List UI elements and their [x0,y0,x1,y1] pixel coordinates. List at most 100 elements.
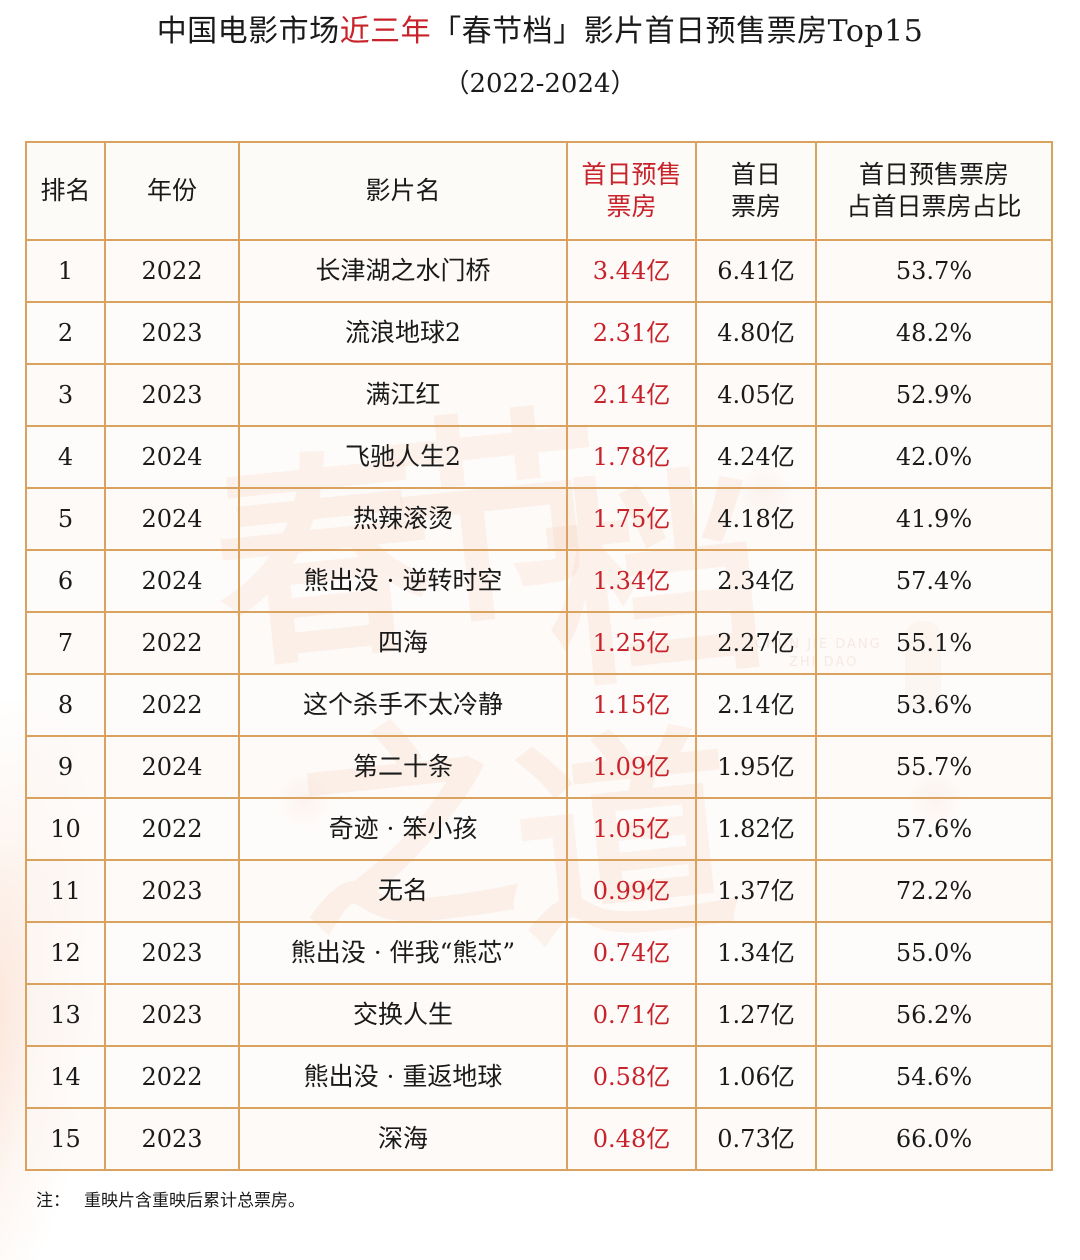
table-row: 4 2024 飞驰人生2 1.78亿 4.24亿 42.0% [25,425,1053,489]
cell-year: 2024 [104,549,240,613]
cell-presale: 1.25亿 [566,611,697,675]
header-presale-line1: 首日预售 [581,160,682,189]
header-first-day-line1: 首日 [730,160,781,189]
cell-ratio: 57.4% [815,549,1053,613]
cell-film: 飞驰人生2 [238,425,568,489]
cell-year: 2022 [104,797,240,861]
cell-year: 2024 [104,735,240,799]
cell-rank: 7 [25,611,106,675]
cell-film: 四海 [238,611,568,675]
cell-ratio: 55.1% [815,611,1053,675]
cell-year: 2023 [104,1107,240,1171]
cell-first-day: 1.34亿 [695,921,817,985]
cell-year: 2023 [104,301,240,365]
cell-film: 长津湖之水门桥 [238,239,568,303]
table-row: 5 2024 热辣滚烫 1.75亿 4.18亿 41.9% [25,487,1053,551]
cell-year: 2023 [104,983,240,1047]
title-prefix: 中国电影市场 [156,14,340,49]
cell-film: 这个杀手不太冷静 [238,673,568,737]
footnote-text: 重映片含重映后累计总票房。 [84,1191,305,1211]
cell-presale: 1.78亿 [566,425,697,489]
cell-first-day: 2.27亿 [695,611,817,675]
cell-ratio: 48.2% [815,301,1053,365]
cell-presale: 0.74亿 [566,921,697,985]
ranking-table: 排名 年份 影片名 首日预售 票房 首日 票房 首日预售票房 占首日票房占比 [25,141,1053,1171]
cell-ratio: 72.2% [815,859,1053,923]
cell-year: 2022 [104,611,240,675]
table-row: 6 2024 熊出没 · 逆转时空 1.34亿 2.34亿 57.4% [25,549,1053,613]
table-header-row: 排名 年份 影片名 首日预售 票房 首日 票房 首日预售票房 占首日票房占比 [25,141,1053,241]
cell-first-day: 1.37亿 [695,859,817,923]
table-row: 1 2022 长津湖之水门桥 3.44亿 6.41亿 53.7% [25,239,1053,303]
cell-ratio: 55.7% [815,735,1053,799]
cell-rank: 4 [25,425,106,489]
cell-ratio: 52.9% [815,363,1053,427]
cell-film: 第二十条 [238,735,568,799]
cell-ratio: 54.6% [815,1045,1053,1109]
cell-ratio: 53.7% [815,239,1053,303]
cell-rank: 14 [25,1045,106,1109]
cell-presale: 1.05亿 [566,797,697,861]
cell-presale: 1.75亿 [566,487,697,551]
cell-year: 2023 [104,363,240,427]
table-row: 8 2022 这个杀手不太冷静 1.15亿 2.14亿 53.6% [25,673,1053,737]
cell-rank: 5 [25,487,106,551]
ranking-table-container: 春 节 档 之 道 CHUN JIE DANG ZHI DAO 排名 年份 影片… [25,141,1053,1175]
cell-film: 热辣滚烫 [238,487,568,551]
page-subtitle: （2022-2024） [443,69,637,99]
cell-presale: 0.99亿 [566,859,697,923]
title-suffix: 「春节档」影片首日预售票房Top15 [431,14,924,49]
header-ratio-line2: 占首日票房占比 [846,192,1022,221]
header-film: 影片名 [238,141,568,241]
cell-first-day: 0.73亿 [695,1107,817,1171]
table-row: 15 2023 深海 0.48亿 0.73亿 66.0% [25,1107,1053,1171]
table-row: 14 2022 熊出没 · 重返地球 0.58亿 1.06亿 54.6% [25,1045,1053,1109]
cell-ratio: 41.9% [815,487,1053,551]
header-ratio: 首日预售票房 占首日票房占比 [815,141,1053,241]
cell-film: 深海 [238,1107,568,1171]
cell-ratio: 57.6% [815,797,1053,861]
cell-rank: 1 [25,239,106,303]
header-presale-line2: 票房 [606,192,657,221]
cell-rank: 10 [25,797,106,861]
cell-first-day: 4.18亿 [695,487,817,551]
cell-first-day: 1.06亿 [695,1045,817,1109]
cell-first-day: 4.05亿 [695,363,817,427]
table-row: 2 2023 流浪地球2 2.31亿 4.80亿 48.2% [25,301,1053,365]
cell-rank: 6 [25,549,106,613]
cell-rank: 8 [25,673,106,737]
header-presale: 首日预售 票房 [566,141,697,241]
header-ratio-line1: 首日预售票房 [858,160,1009,189]
table-row: 10 2022 奇迹 · 笨小孩 1.05亿 1.82亿 57.6% [25,797,1053,861]
cell-first-day: 1.95亿 [695,735,817,799]
header-first-day-line2: 票房 [730,192,781,221]
cell-first-day: 4.24亿 [695,425,817,489]
cell-year: 2022 [104,239,240,303]
cell-first-day: 1.82亿 [695,797,817,861]
header-rank: 排名 [25,141,106,241]
cell-film: 流浪地球2 [238,301,568,365]
cell-presale: 0.48亿 [566,1107,697,1171]
cell-presale: 3.44亿 [566,239,697,303]
cell-ratio: 66.0% [815,1107,1053,1171]
header-first-day: 首日 票房 [695,141,817,241]
cell-first-day: 4.80亿 [695,301,817,365]
cell-rank: 12 [25,921,106,985]
cell-ratio: 42.0% [815,425,1053,489]
cell-presale: 1.09亿 [566,735,697,799]
cell-year: 2024 [104,487,240,551]
cell-film: 熊出没 · 逆转时空 [238,549,568,613]
cell-rank: 11 [25,859,106,923]
cell-year: 2023 [104,921,240,985]
cell-year: 2022 [104,673,240,737]
footnote: 注： 重映片含重映后累计总票房。 [36,1188,305,1214]
table-row: 9 2024 第二十条 1.09亿 1.95亿 55.7% [25,735,1053,799]
page-title: 中国电影市场近三年「春节档」影片首日预售票房Top15 [0,12,1080,52]
cell-presale: 1.15亿 [566,673,697,737]
cell-presale: 2.14亿 [566,363,697,427]
cell-first-day: 6.41亿 [695,239,817,303]
table-row: 3 2023 满江红 2.14亿 4.05亿 52.9% [25,363,1053,427]
table-row: 11 2023 无名 0.99亿 1.37亿 72.2% [25,859,1053,923]
table-row: 12 2023 熊出没 · 伴我“熊芯” 0.74亿 1.34亿 55.0% [25,921,1053,985]
cell-first-day: 1.27亿 [695,983,817,1047]
